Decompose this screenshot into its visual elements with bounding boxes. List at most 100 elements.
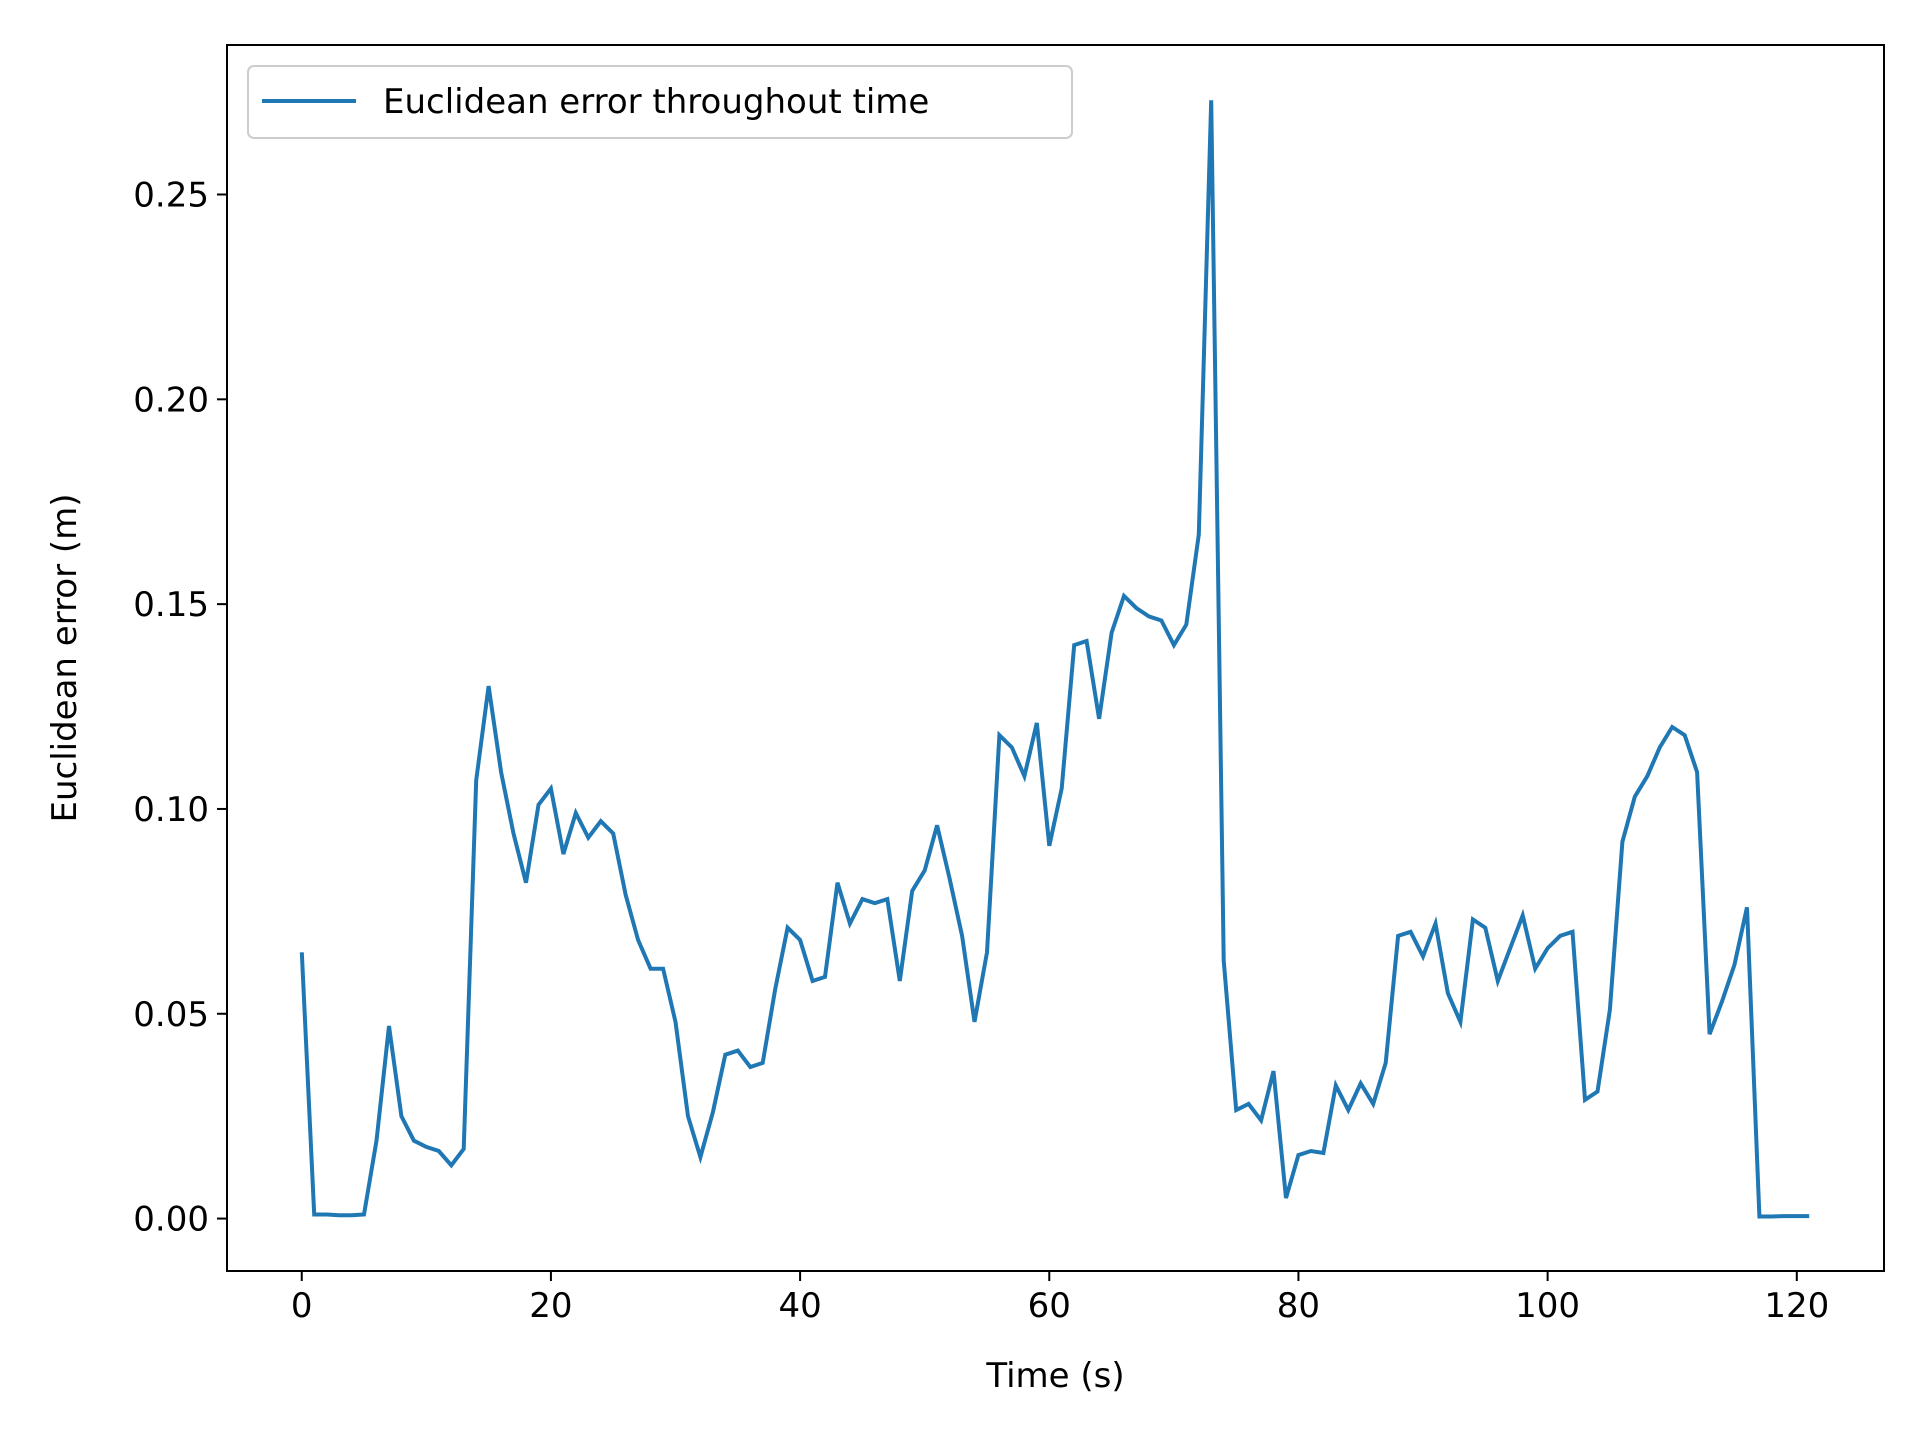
data-point (436, 1149, 441, 1154)
data-point (835, 880, 840, 885)
data-point (773, 987, 778, 992)
x-tick-label: 100 (1515, 1286, 1580, 1326)
data-point (1171, 643, 1176, 648)
data-point (1009, 745, 1014, 750)
data-point (710, 1110, 715, 1115)
data-point (1595, 1089, 1600, 1094)
y-tick-label: 0.20 (133, 380, 209, 420)
data-point (985, 950, 990, 955)
data-point (972, 1019, 977, 1024)
data-point (499, 770, 504, 775)
y-tick-label: 0.15 (133, 585, 209, 625)
data-point (1396, 933, 1401, 938)
plot-area (299, 100, 1812, 1219)
data-point (424, 1144, 429, 1149)
data-point (1196, 532, 1201, 537)
data-point (1745, 905, 1750, 910)
data-point (1159, 618, 1164, 623)
y-axis: 0.00 0.05 0.10 0.15 0.20 0.25 (133, 176, 227, 1240)
data-point (1284, 1196, 1289, 1201)
data-point (1620, 839, 1625, 844)
data-point (1583, 1097, 1588, 1102)
data-point (586, 835, 591, 840)
data-point (1433, 921, 1438, 926)
data-point (1346, 1108, 1351, 1113)
data-point (897, 979, 902, 984)
data-point (1570, 929, 1575, 934)
legend-entry-label: Euclidean error throughout time (383, 82, 929, 122)
y-tick-label: 0.25 (133, 176, 209, 216)
data-point (1047, 843, 1052, 848)
data-point (1034, 720, 1039, 725)
data-point (611, 831, 616, 836)
data-point (1483, 925, 1488, 930)
data-point (1707, 1032, 1712, 1037)
data-point (885, 897, 890, 902)
data-point (524, 880, 529, 885)
data-point (1072, 643, 1077, 648)
data-point (1122, 593, 1127, 598)
data-point (312, 1212, 317, 1217)
data-point (1807, 1214, 1812, 1219)
data-point (1632, 794, 1637, 799)
data-point (810, 979, 815, 984)
data-point (1358, 1081, 1363, 1086)
data-point (623, 893, 628, 898)
data-point (673, 1019, 678, 1024)
data-point (362, 1212, 367, 1217)
axes-frame (226, 44, 1885, 1272)
y-tick-label: 0.10 (133, 790, 209, 830)
y-tick-label: 0.00 (133, 1200, 209, 1240)
data-point (449, 1163, 454, 1168)
data-point (548, 786, 553, 791)
data-point (648, 966, 653, 971)
data-point (1657, 745, 1662, 750)
data-point (1732, 962, 1737, 967)
data-point (561, 852, 566, 857)
data-point (1558, 933, 1563, 938)
x-axis: 0 20 40 60 80 100 120 (291, 1271, 1829, 1326)
data-point (760, 1060, 765, 1065)
data-point (1645, 774, 1650, 779)
data-point (860, 897, 865, 902)
data-point (1371, 1101, 1376, 1106)
data-point (1321, 1151, 1326, 1156)
data-point (686, 1114, 691, 1119)
data-point (486, 684, 491, 689)
data-point (511, 831, 516, 836)
data-point (1470, 917, 1475, 922)
data-point (598, 819, 603, 824)
data-point (698, 1155, 703, 1160)
data-point (823, 974, 828, 979)
data-point (748, 1065, 753, 1070)
data-point (324, 1212, 329, 1217)
data-point (1421, 954, 1426, 959)
data-point (461, 1146, 466, 1151)
data-point (349, 1213, 354, 1218)
data-point (847, 921, 852, 926)
data-point (536, 802, 541, 807)
data-point (1520, 913, 1525, 918)
data-point (1533, 966, 1538, 971)
series-line (299, 100, 1810, 1219)
data-point (1084, 639, 1089, 644)
data-point (872, 901, 877, 906)
data-point (661, 966, 666, 971)
data-point (798, 938, 803, 943)
data-point (399, 1114, 404, 1119)
data-point (1545, 946, 1550, 951)
data-point (1670, 725, 1675, 730)
data-point (960, 933, 965, 938)
data-point (1720, 999, 1725, 1004)
data-point (411, 1138, 416, 1143)
data-point (785, 925, 790, 930)
data-point (1134, 606, 1139, 611)
data-point (1059, 786, 1064, 791)
x-tick-label: 120 (1764, 1286, 1829, 1326)
data-point (1097, 716, 1102, 721)
data-point (1769, 1214, 1774, 1219)
legend: Euclidean error throughout time (247, 65, 1073, 139)
data-point (910, 888, 915, 893)
data-point (735, 1048, 740, 1053)
